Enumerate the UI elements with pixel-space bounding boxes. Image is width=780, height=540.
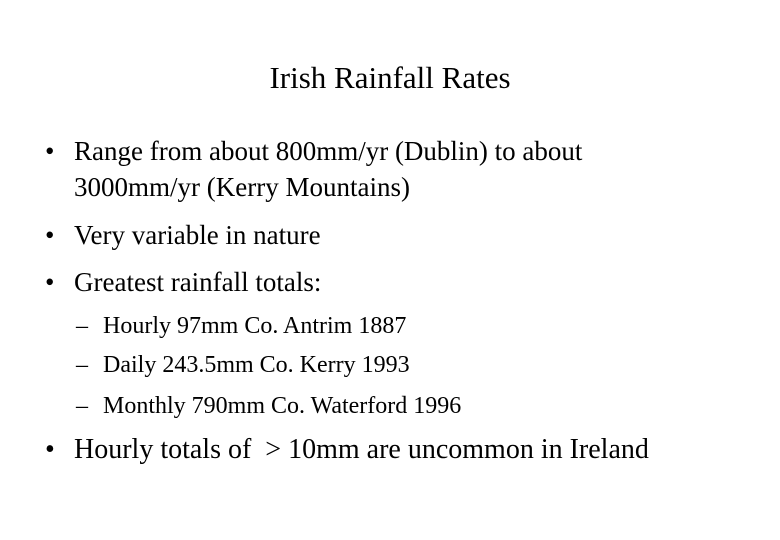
bullet-text: Greatest rainfall totals: — [74, 267, 322, 297]
sub-bullet-marker: – — [76, 313, 88, 339]
bullet-marker: • — [45, 267, 55, 297]
sub-bullet-marker: – — [76, 393, 88, 419]
sub-bullet-text: Hourly 97mm Co. Antrim 1887 — [103, 313, 407, 339]
bullet-marker: • — [45, 136, 55, 166]
bullet-text: 3000mm/yr (Kerry Mountains) — [74, 172, 410, 202]
sub-bullet-text: Daily 243.5mm Co. Kerry 1993 — [103, 352, 410, 378]
bullet-marker: • — [45, 434, 55, 465]
bullet-text: Very variable in nature — [74, 220, 321, 250]
slide-title: Irish Rainfall Rates — [269, 60, 511, 95]
sub-bullet-text: Monthly 790mm Co. Waterford 1996 — [103, 393, 462, 419]
bullet-text: Range from about 800mm/yr (Dublin) to ab… — [74, 136, 583, 166]
bullet-marker: • — [45, 220, 55, 250]
sub-bullet-marker: – — [76, 352, 88, 378]
bullet-text: Hourly totals of > 10mm are uncommon in … — [74, 434, 649, 465]
